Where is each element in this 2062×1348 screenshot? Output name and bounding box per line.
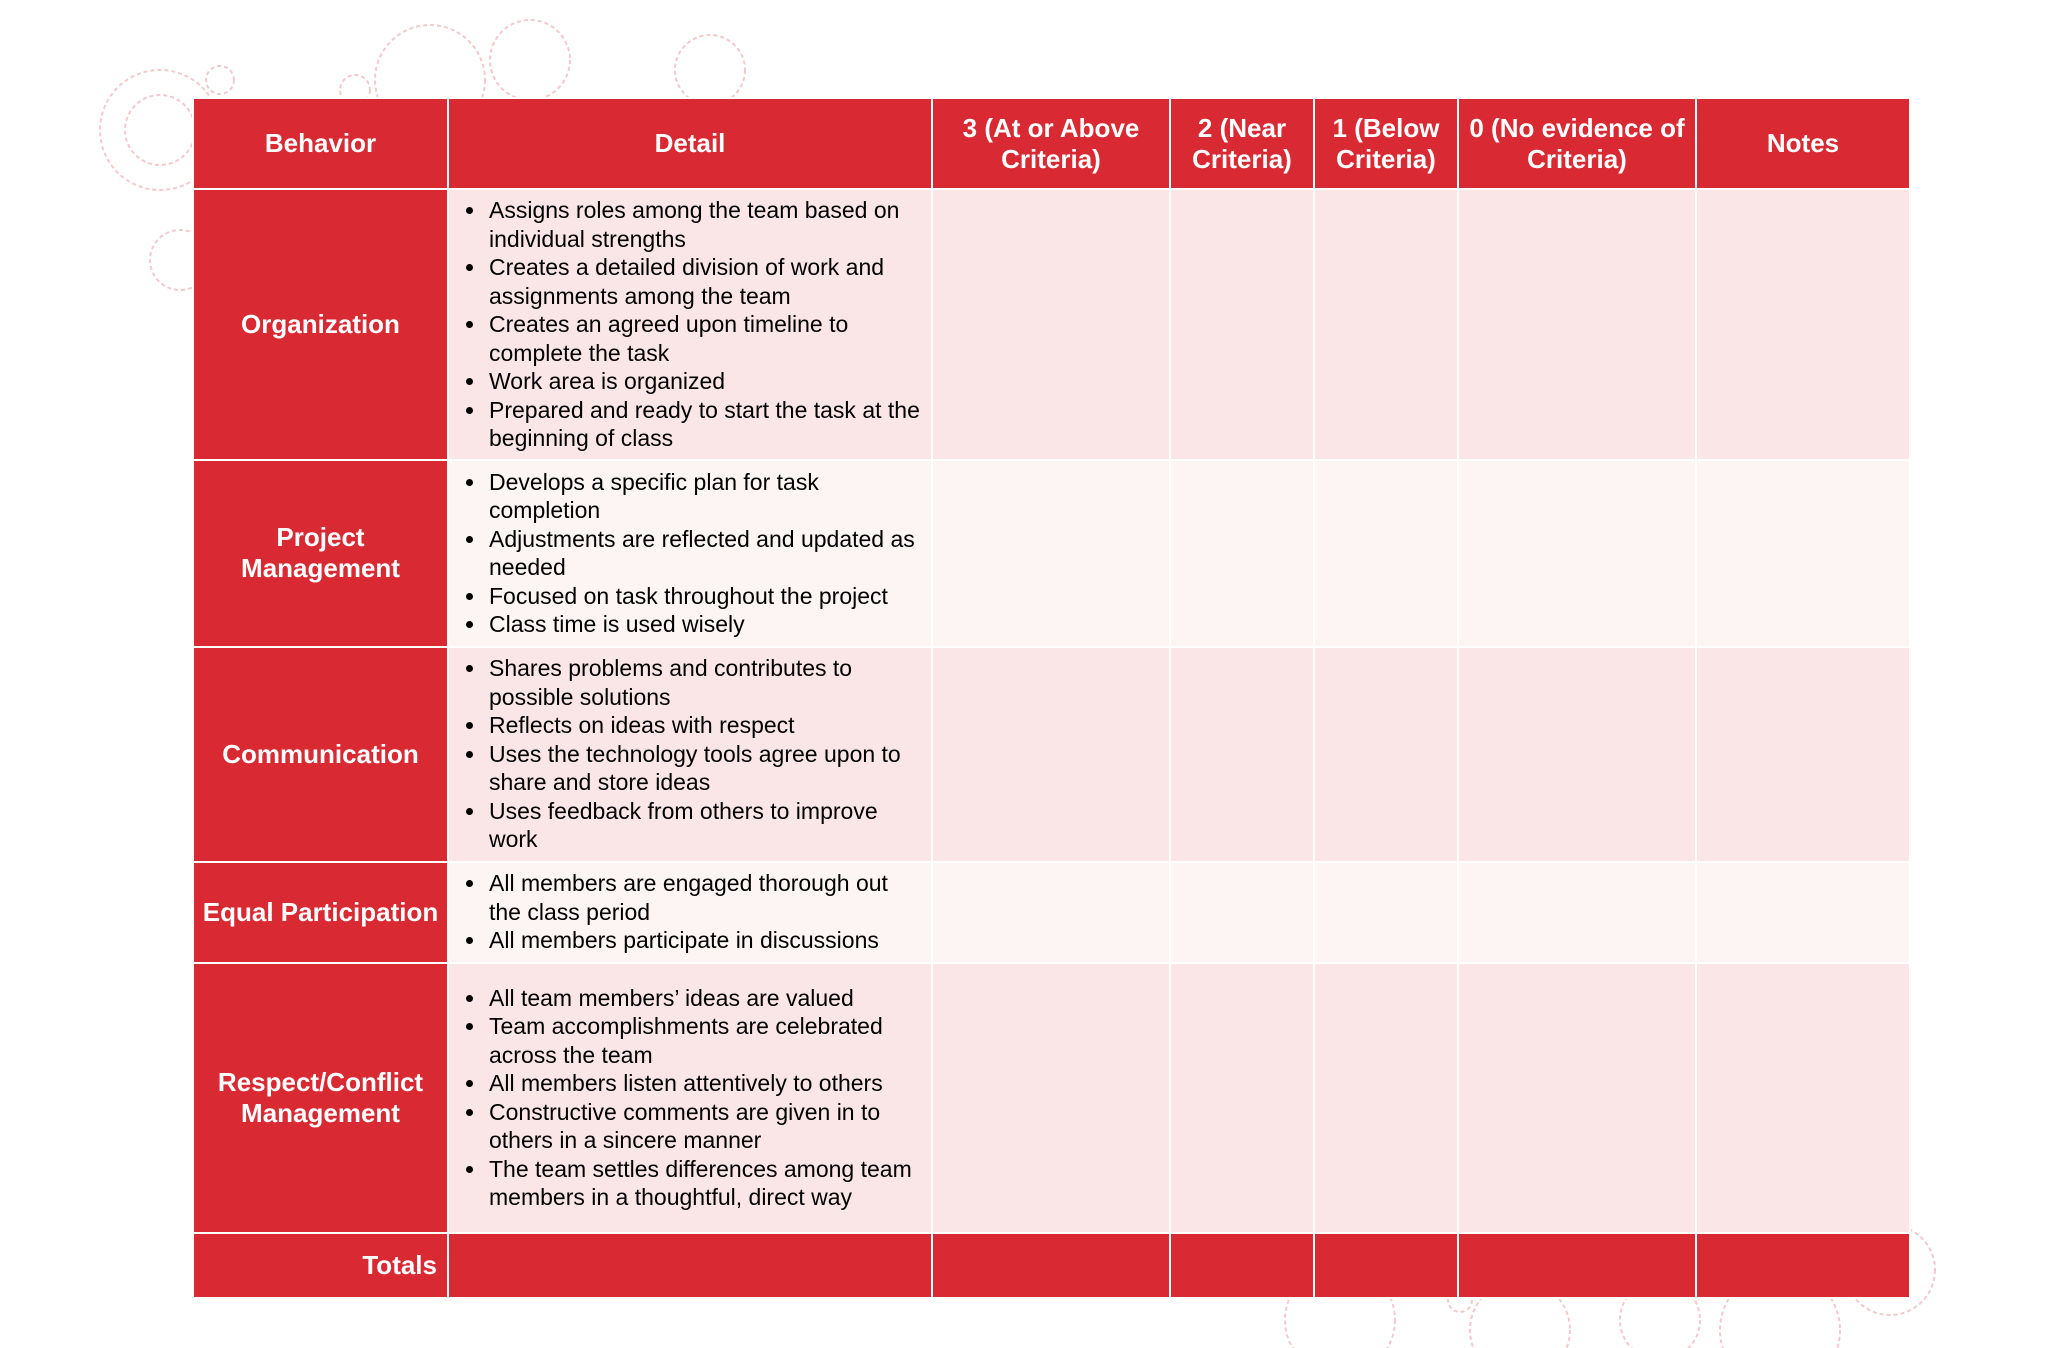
detail-list: Develops a specific plan for task comple…: [449, 462, 931, 645]
detail-item: All team members’ ideas are valued: [487, 984, 923, 1013]
totals-score-2-cell[interactable]: [1169, 1231, 1315, 1299]
table-row: Communication Shares problems and contrib…: [192, 645, 1911, 863]
rubric-table: Behavior Detail 3 (At or Above Criteria)…: [192, 97, 1911, 1299]
totals-detail-cell[interactable]: [447, 1231, 933, 1299]
notes-cell[interactable]: [1695, 458, 1911, 648]
score-1-cell[interactable]: [1313, 961, 1459, 1234]
totals-score-1-cell[interactable]: [1313, 1231, 1459, 1299]
detail-item: Uses feedback from others to improve wor…: [487, 797, 923, 854]
score-3-cell[interactable]: [931, 458, 1171, 648]
detail-cell: Shares problems and contributes to possi…: [447, 645, 933, 863]
score-1-cell[interactable]: [1313, 645, 1459, 863]
score-3-cell[interactable]: [931, 860, 1171, 964]
detail-item: Shares problems and contributes to possi…: [487, 654, 923, 711]
score-2-cell[interactable]: [1169, 188, 1315, 461]
header-score-1: 1 (Below Criteria): [1313, 97, 1459, 190]
detail-list: All members are engaged thorough out the…: [449, 863, 931, 961]
score-0-cell[interactable]: [1457, 860, 1697, 964]
detail-item: Work area is organized: [487, 367, 923, 396]
detail-item: Creates a detailed division of work and …: [487, 253, 923, 310]
header-score-2: 2 (Near Criteria): [1169, 97, 1315, 190]
behavior-cell: Communication: [192, 645, 449, 863]
detail-list: Assigns roles among the team based on in…: [449, 190, 931, 459]
score-0-cell[interactable]: [1457, 458, 1697, 648]
score-1-cell[interactable]: [1313, 458, 1459, 648]
detail-item: Constructive comments are given in to ot…: [487, 1098, 923, 1155]
notes-cell[interactable]: [1695, 961, 1911, 1234]
detail-item: Reflects on ideas with respect: [487, 711, 923, 740]
table-row: Respect/Conflict ManagementAll team memb…: [192, 961, 1911, 1234]
detail-item: Uses the technology tools agree upon to …: [487, 740, 923, 797]
header-notes: Notes: [1695, 97, 1911, 190]
score-2-cell[interactable]: [1169, 961, 1315, 1234]
score-2-cell[interactable]: [1169, 645, 1315, 863]
behavior-cell: Project Management: [192, 458, 449, 648]
behavior-cell: Equal Participation: [192, 860, 449, 964]
score-0-cell[interactable]: [1457, 188, 1697, 461]
score-0-cell[interactable]: [1457, 645, 1697, 863]
header-row: Behavior Detail 3 (At or Above Criteria)…: [192, 97, 1911, 190]
score-0-cell[interactable]: [1457, 961, 1697, 1234]
table-row: Equal Participation All members are engag…: [192, 860, 1911, 964]
score-1-cell[interactable]: [1313, 188, 1459, 461]
notes-cell[interactable]: [1695, 645, 1911, 863]
detail-cell: Develops a specific plan for task comple…: [447, 458, 933, 648]
score-2-cell[interactable]: [1169, 860, 1315, 964]
detail-item: Focused on task throughout the project: [487, 582, 923, 611]
notes-cell[interactable]: [1695, 860, 1911, 964]
detail-item: The team settles differences among team …: [487, 1155, 923, 1212]
table-row: Project Management Develops a specific pl…: [192, 458, 1911, 648]
detail-item: Develops a specific plan for task comple…: [487, 468, 923, 525]
header-detail: Detail: [447, 97, 933, 190]
header-score-0: 0 (No evidence of Criteria): [1457, 97, 1697, 190]
detail-list: All team members’ ideas are valuedTeam a…: [449, 978, 931, 1218]
detail-item: All members participate in discussions: [487, 926, 923, 955]
detail-list: Shares problems and contributes to possi…: [449, 648, 931, 860]
totals-row: Totals: [192, 1231, 1911, 1299]
detail-item: Class time is used wisely: [487, 610, 923, 639]
detail-item: All members are engaged thorough out the…: [487, 869, 923, 926]
header-behavior: Behavior: [192, 97, 449, 190]
totals-score-3-cell[interactable]: [931, 1231, 1171, 1299]
score-3-cell[interactable]: [931, 645, 1171, 863]
notes-cell[interactable]: [1695, 188, 1911, 461]
detail-item: Assigns roles among the team based on in…: [487, 196, 923, 253]
score-2-cell[interactable]: [1169, 458, 1315, 648]
behavior-cell: Organization: [192, 188, 449, 461]
totals-notes-cell[interactable]: [1695, 1231, 1911, 1299]
score-3-cell[interactable]: [931, 961, 1171, 1234]
score-3-cell[interactable]: [931, 188, 1171, 461]
header-score-3: 3 (At or Above Criteria): [931, 97, 1171, 190]
detail-item: Prepared and ready to start the task at …: [487, 396, 923, 453]
detail-item: Adjustments are reflected and updated as…: [487, 525, 923, 582]
detail-cell: All team members’ ideas are valuedTeam a…: [447, 961, 933, 1234]
totals-score-0-cell[interactable]: [1457, 1231, 1697, 1299]
detail-item: Creates an agreed upon timeline to compl…: [487, 310, 923, 367]
totals-label: Totals: [192, 1231, 449, 1299]
detail-cell: Assigns roles among the team based on in…: [447, 188, 933, 461]
behavior-cell: Respect/Conflict Management: [192, 961, 449, 1234]
score-1-cell[interactable]: [1313, 860, 1459, 964]
table-row: Organization Assigns roles among the team…: [192, 188, 1911, 461]
detail-cell: All members are engaged thorough out the…: [447, 860, 933, 964]
detail-item: Team accomplishments are celebrated acro…: [487, 1012, 923, 1069]
detail-item: All members listen attentively to others: [487, 1069, 923, 1098]
